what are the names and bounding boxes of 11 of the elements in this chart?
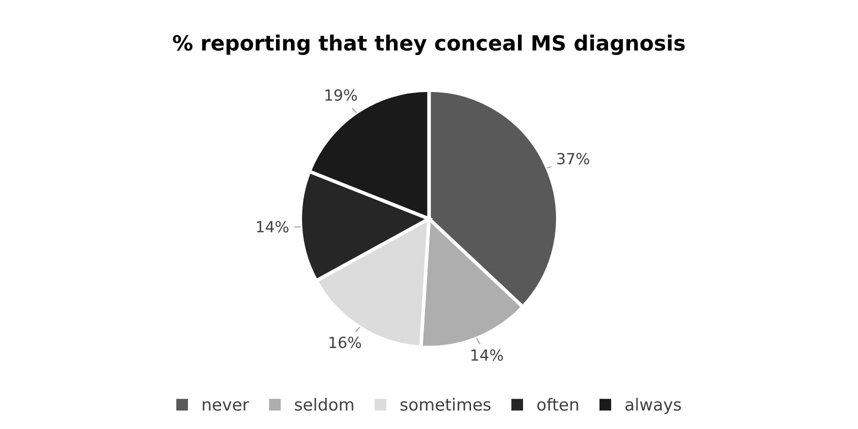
data-label: 14% [472, 349, 503, 361]
data-label: 16% [330, 336, 362, 348]
legend-label: often [537, 398, 578, 411]
legend-label: sometimes [400, 398, 491, 411]
data-label: 19% [325, 89, 357, 101]
legend-label: seldom [294, 398, 354, 411]
legend-label: never [202, 401, 250, 411]
chart-title: % reporting that they conceal MS diagnosis [172, 34, 685, 55]
legend-label: always [625, 398, 681, 414]
data-label: 14% [256, 220, 288, 233]
data-label: 37% [557, 152, 590, 164]
